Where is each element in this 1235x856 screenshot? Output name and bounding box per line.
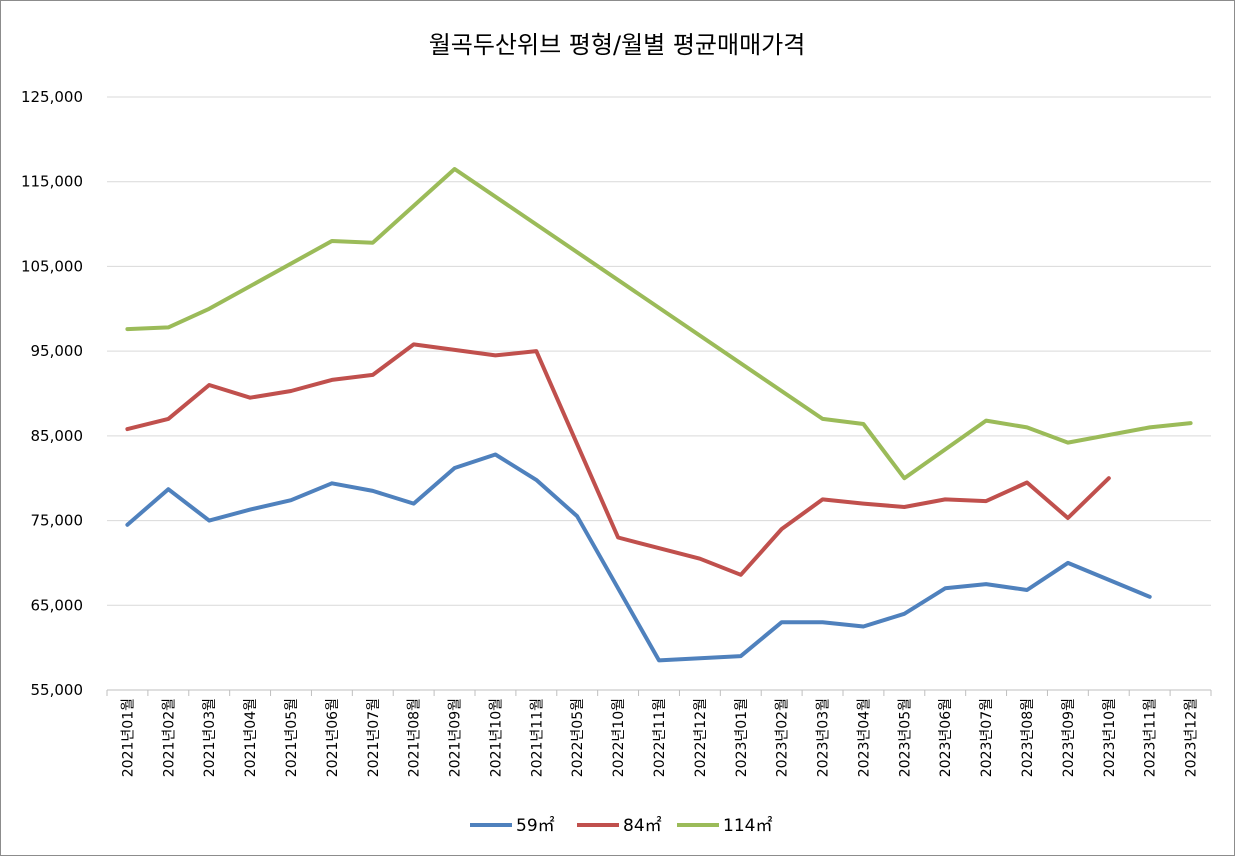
x-tick-label: 2021년01월: [120, 698, 136, 777]
x-tick-label: 2023년03월: [816, 698, 832, 777]
gridlines: [107, 96, 1211, 691]
x-tick-label: 2023년08월: [1020, 698, 1036, 777]
series-line-59㎡: [125, 452, 1152, 663]
x-tick-label: 2021년03월: [202, 698, 218, 777]
x-tick-label: 2023년04월: [856, 698, 872, 777]
x-tick-label: 2023년05월: [897, 698, 913, 777]
x-tick-label: 2023년10월: [1102, 698, 1118, 777]
y-tick-label: 75,000: [31, 512, 84, 530]
legend-label: 114㎡: [723, 816, 772, 836]
x-tick-label: 2023년09월: [1061, 698, 1077, 777]
x-tick-label: 2021년08월: [407, 698, 423, 777]
x-tick-label: 2021년05월: [284, 698, 300, 777]
x-tick-label: 2023년06월: [938, 698, 954, 777]
x-tick-label: 2023년07월: [979, 698, 995, 777]
y-tick-label: 85,000: [31, 427, 84, 445]
y-tick-label: 55,000: [31, 681, 84, 699]
x-tick-label: 2023년02월: [775, 698, 791, 777]
y-tick-label: 115,000: [21, 173, 83, 191]
x-tick-label: 2023년12월: [1184, 698, 1200, 777]
legend-label: 59㎡: [516, 816, 555, 836]
x-tick-label: 2021년04월: [243, 698, 259, 777]
x-tick-label: 2023년11월: [1143, 698, 1159, 777]
x-tick-label: 2022년05월: [570, 698, 586, 777]
series-lines: [125, 167, 1193, 663]
x-tick-label: 2021년11월: [529, 698, 545, 777]
x-axis-ticks: 2021년01월 2021년02월 2021년03월 2021년04월 2021년05월…: [106, 690, 1212, 777]
legend: 59㎡ 84㎡ 114㎡: [470, 816, 772, 836]
y-tick-label: 125,000: [21, 88, 83, 106]
x-tick-label: 2021년10월: [488, 698, 504, 777]
x-tick-label: 2022년11월: [652, 698, 668, 777]
legend-label: 84㎡: [623, 816, 662, 836]
y-axis-ticks: 55,000 65,000 75,000 85,000 95,000 105,000 115…: [21, 88, 83, 699]
x-tick-label: 2022년12월: [693, 698, 709, 777]
x-tick-label: 2021년09월: [448, 698, 464, 777]
x-tick-label: 2022년10월: [611, 698, 627, 777]
y-tick-label: 65,000: [31, 596, 84, 614]
y-tick-label: 105,000: [21, 257, 83, 275]
x-tick-label: 2021년07월: [366, 698, 382, 777]
series-line-84㎡: [125, 342, 1111, 577]
x-tick-label: 2023년01월: [734, 698, 750, 777]
x-tick-label: 2021년06월: [325, 698, 341, 777]
chart-title: 월곡두산위브 평형/월별 평균매매가격: [429, 31, 806, 59]
x-tick-label: 2021년02월: [161, 698, 177, 777]
series-line-114㎡: [125, 167, 1193, 481]
y-tick-label: 95,000: [31, 342, 84, 360]
